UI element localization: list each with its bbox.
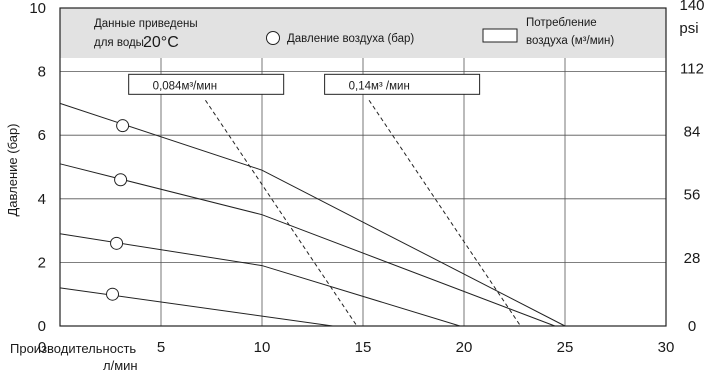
curves [60,103,565,326]
legend-note-line1: Данные приведены [94,18,198,30]
y2-tick-label: 28 [684,250,701,267]
y2-tick-label: 0 [688,318,696,335]
air-pressure-marker [117,120,129,132]
legend-rect-icon [483,29,517,42]
series-line [60,164,555,326]
y2-tick-label: 56 [684,187,701,204]
air-consumption-line [369,100,521,326]
x-tick-label: 5 [157,339,165,356]
x-tick-label: 25 [557,339,574,356]
y2-tick-label: 112 [680,60,704,77]
air-pressure-marker [115,174,127,186]
x-tick-label: 20 [456,339,473,356]
x-tick-label: 30 [658,339,675,356]
y2-tick-label: 84 [684,123,701,140]
y2-tick-label: 140 [679,0,704,14]
air-pressure-marker [107,288,119,300]
x-axis-title-line1: Производительность [10,341,136,356]
series-line [60,103,565,326]
y-tick-label: 0 [38,318,46,335]
legend-note-line2: для воды [94,37,144,49]
y-tick-label: 8 [38,64,46,81]
y-tick-label: 4 [38,191,46,208]
grid [60,58,666,326]
legend-rect-label-line1: Потребление [526,17,597,29]
air-consumption-label: 0,14м³ /мин [349,80,410,92]
legend-circle-label: Давление воздуха (бар) [287,33,414,45]
markers [107,120,129,301]
air-consumption-line [205,100,357,326]
legend-rect-label-line2: воздуха (м³/мин) [526,35,614,47]
air-pressure-marker [111,237,123,249]
y-tick-label: 10 [29,0,46,17]
legend-note-temp: 20°C [143,34,179,51]
series-line [60,288,333,326]
y-axis-title: Давление (бар) [5,123,20,216]
x-tick-label: 15 [355,339,372,356]
y-tick-label: 2 [38,254,46,271]
air-consumption-lines: 0,084м³/мин 0,14м³ /мин [129,74,521,326]
y-tick-label: 6 [38,127,46,144]
legend-circle-icon [267,32,280,45]
x-axis-title-line2: л/мин [103,358,138,373]
y2-axis-title: psi [679,20,698,37]
x-tick-label: 10 [254,339,271,356]
air-consumption-label: 0,084м³/мин [153,80,217,92]
